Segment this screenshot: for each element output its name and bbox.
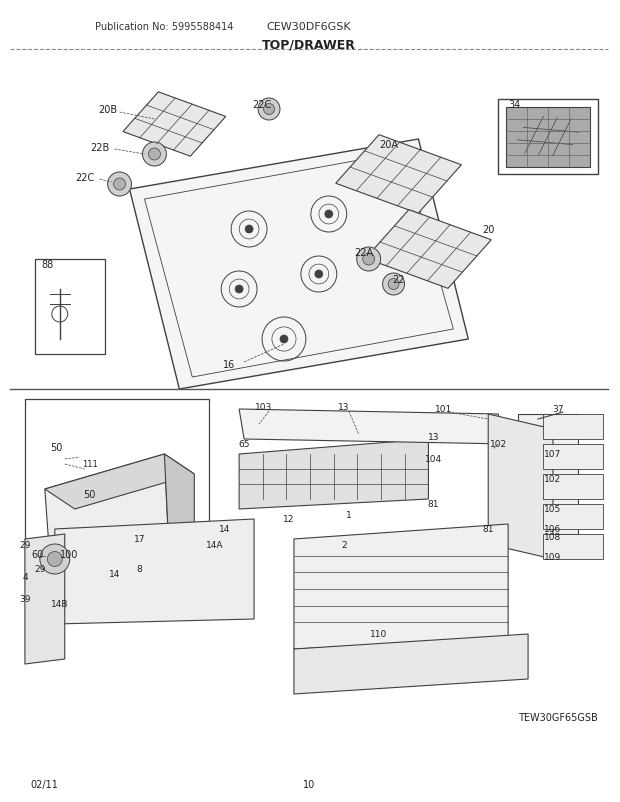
Text: 4: 4 <box>22 573 28 581</box>
Circle shape <box>315 270 323 278</box>
Text: TOP/DRAWER: TOP/DRAWER <box>262 38 356 51</box>
Text: 20: 20 <box>482 225 494 235</box>
Text: Publication No: 5995588414: Publication No: 5995588414 <box>95 22 233 32</box>
Text: 60: 60 <box>32 549 44 559</box>
Circle shape <box>356 248 381 272</box>
Circle shape <box>40 545 69 574</box>
Polygon shape <box>294 525 508 649</box>
Text: 13: 13 <box>428 433 439 442</box>
Text: 102: 102 <box>544 475 562 484</box>
Circle shape <box>108 172 131 196</box>
Polygon shape <box>335 136 461 214</box>
Circle shape <box>258 99 280 121</box>
Text: 22A: 22A <box>354 248 373 257</box>
Circle shape <box>363 253 374 265</box>
Polygon shape <box>45 455 194 509</box>
Bar <box>25 399 209 585</box>
Circle shape <box>280 335 288 343</box>
Text: 14: 14 <box>218 525 230 534</box>
Text: 22C: 22C <box>75 172 94 183</box>
Polygon shape <box>123 93 226 157</box>
Text: 104: 104 <box>425 455 442 464</box>
Text: 37: 37 <box>552 405 564 414</box>
Text: CEW30DF6GSK: CEW30DF6GSK <box>267 22 351 32</box>
Text: 8: 8 <box>136 565 143 573</box>
Polygon shape <box>239 439 428 509</box>
Polygon shape <box>543 444 603 469</box>
Polygon shape <box>239 410 508 444</box>
Polygon shape <box>543 475 603 500</box>
Text: 81: 81 <box>482 525 494 534</box>
Text: 20B: 20B <box>98 105 117 115</box>
Polygon shape <box>543 415 603 439</box>
Text: 109: 109 <box>544 553 562 561</box>
Polygon shape <box>543 504 603 529</box>
Text: 39: 39 <box>19 595 30 604</box>
Text: 12: 12 <box>283 515 294 524</box>
Circle shape <box>325 211 333 219</box>
Text: 29: 29 <box>19 540 30 549</box>
Polygon shape <box>25 534 64 664</box>
Text: 16: 16 <box>223 359 236 370</box>
Text: TEW30GF65GSB: TEW30GF65GSB <box>518 712 598 722</box>
Text: 10: 10 <box>303 779 315 789</box>
Text: 1: 1 <box>346 510 352 519</box>
Text: 34: 34 <box>508 100 520 110</box>
Polygon shape <box>518 415 578 534</box>
Text: 102: 102 <box>490 440 507 449</box>
Text: 50: 50 <box>84 489 96 500</box>
Text: 107: 107 <box>544 450 562 459</box>
Bar <box>498 100 598 175</box>
Text: 14: 14 <box>109 569 120 579</box>
Text: 105: 105 <box>544 505 562 514</box>
Circle shape <box>143 143 166 167</box>
Text: 111: 111 <box>82 460 97 469</box>
Polygon shape <box>506 107 590 168</box>
Text: 22B: 22B <box>90 143 109 153</box>
Text: 20A: 20A <box>379 140 398 150</box>
Polygon shape <box>294 634 528 695</box>
Circle shape <box>113 179 125 191</box>
Text: 22C: 22C <box>252 100 272 110</box>
Polygon shape <box>130 140 468 390</box>
Text: 02/11: 02/11 <box>30 779 58 789</box>
Polygon shape <box>511 116 585 158</box>
Text: 101: 101 <box>435 405 452 414</box>
Circle shape <box>235 286 243 294</box>
Circle shape <box>245 225 253 233</box>
Circle shape <box>47 552 62 567</box>
Text: 17: 17 <box>134 535 145 544</box>
Circle shape <box>148 149 161 160</box>
Polygon shape <box>543 534 603 559</box>
Text: 14B: 14B <box>51 600 69 609</box>
Polygon shape <box>45 455 169 559</box>
Text: 110: 110 <box>370 630 388 638</box>
Text: 22: 22 <box>392 274 405 285</box>
Bar <box>35 260 105 354</box>
Text: 88: 88 <box>42 260 54 269</box>
Text: 106: 106 <box>544 525 562 534</box>
Polygon shape <box>55 520 254 624</box>
Text: 29: 29 <box>34 565 45 573</box>
Text: 2: 2 <box>341 540 347 549</box>
Circle shape <box>383 273 404 296</box>
Text: 108: 108 <box>544 533 562 542</box>
Circle shape <box>388 279 399 290</box>
Text: 100: 100 <box>60 549 78 559</box>
Polygon shape <box>366 210 491 289</box>
Circle shape <box>264 104 275 115</box>
Text: 103: 103 <box>255 403 273 412</box>
Text: 50: 50 <box>50 443 62 452</box>
Polygon shape <box>488 415 553 559</box>
Text: 13: 13 <box>338 403 350 412</box>
Text: 14A: 14A <box>205 540 223 549</box>
Text: 65: 65 <box>238 440 250 449</box>
Polygon shape <box>164 455 194 565</box>
Text: 81: 81 <box>428 500 439 508</box>
